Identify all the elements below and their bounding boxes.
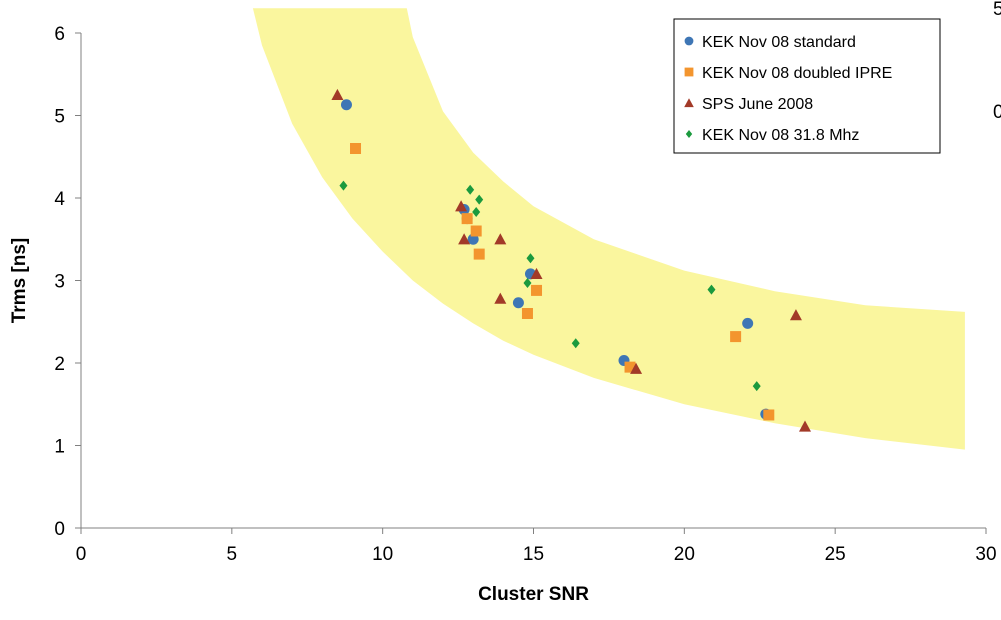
y-tick-label: 5 <box>54 107 65 128</box>
x-axis-title: Cluster SNR <box>478 584 589 605</box>
legend-marker-triangle <box>684 98 694 108</box>
legend-box <box>673 18 941 154</box>
legend-marker-circle <box>684 36 694 46</box>
data-point-circle <box>340 99 352 111</box>
legend-label: SPS June 2008 <box>702 96 813 113</box>
data-point-triangle <box>331 88 344 100</box>
clipped-label: 0 <box>993 102 1001 123</box>
x-tick-label: 30 <box>975 544 996 565</box>
legend: KEK Nov 08 standard KEK Nov 08 doubled IP… <box>673 18 941 154</box>
y-tick-label: 4 <box>54 189 65 210</box>
data-point-triangle <box>789 309 802 321</box>
legend-label: KEK Nov 08 standard <box>702 34 856 51</box>
y-tick-label: 6 <box>54 24 65 45</box>
uncertainty-band <box>252 8 965 450</box>
data-point-triangle <box>530 267 543 279</box>
series-2 <box>350 143 775 421</box>
y-tick-label: 2 <box>54 354 65 375</box>
data-point-square <box>624 361 636 373</box>
series-4 <box>339 180 761 392</box>
axes: 0 1 2 3 4 5 6 0 5 10 15 20 25 30 Cluster SNR Trms [ns] <box>9 24 997 605</box>
data-point-diamond <box>523 277 532 288</box>
x-tick-label: 20 <box>674 544 695 565</box>
clipped-text: 50 <box>993 0 1001 123</box>
x-tick-label: 15 <box>523 544 544 565</box>
y-axis-title: Trms [ns] <box>9 238 30 324</box>
clipped-label: 5 <box>993 0 1001 20</box>
data-point-diamond <box>526 253 535 264</box>
y-tick-label: 1 <box>54 437 65 458</box>
data-point-triangle <box>494 233 507 245</box>
legend-marker-diamond <box>685 130 693 138</box>
data-point-square <box>461 213 473 225</box>
band-layer <box>252 8 965 450</box>
data-point-triangle <box>799 420 811 432</box>
data-point-triangle <box>458 233 471 245</box>
data-point-square <box>470 225 482 237</box>
x-tick-label: 25 <box>825 544 846 565</box>
data-point-square <box>473 248 485 260</box>
data-point-diamond <box>752 381 761 392</box>
x-tick-label: 5 <box>227 544 238 565</box>
data-point-square <box>350 143 362 154</box>
data-point-diamond <box>339 180 348 191</box>
data-point-diamond <box>571 338 580 349</box>
series-3 <box>331 88 811 432</box>
data-point-circle <box>512 297 524 309</box>
data-point-triangle <box>630 362 643 374</box>
data-point-diamond <box>472 207 481 218</box>
data-points <box>331 88 811 432</box>
data-point-square <box>521 308 533 319</box>
legend-label: KEK Nov 08 31.8 Mhz <box>702 127 859 144</box>
legend-marker-square <box>684 67 694 77</box>
legend-label: KEK Nov 08 doubled IPRE <box>702 65 892 82</box>
data-point-square <box>763 409 775 421</box>
data-point-diamond <box>475 194 484 205</box>
x-tick-label: 10 <box>372 544 393 565</box>
y-tick-label: 3 <box>54 272 65 293</box>
data-point-diamond <box>707 284 716 295</box>
data-point-circle <box>742 317 754 329</box>
y-tick-label: 0 <box>54 519 65 540</box>
data-point-square <box>531 284 543 296</box>
data-point-diamond <box>466 184 475 195</box>
data-point-triangle <box>494 292 507 304</box>
data-point-square <box>730 331 742 343</box>
x-tick-label: 0 <box>76 544 87 565</box>
data-point-triangle <box>455 200 468 212</box>
